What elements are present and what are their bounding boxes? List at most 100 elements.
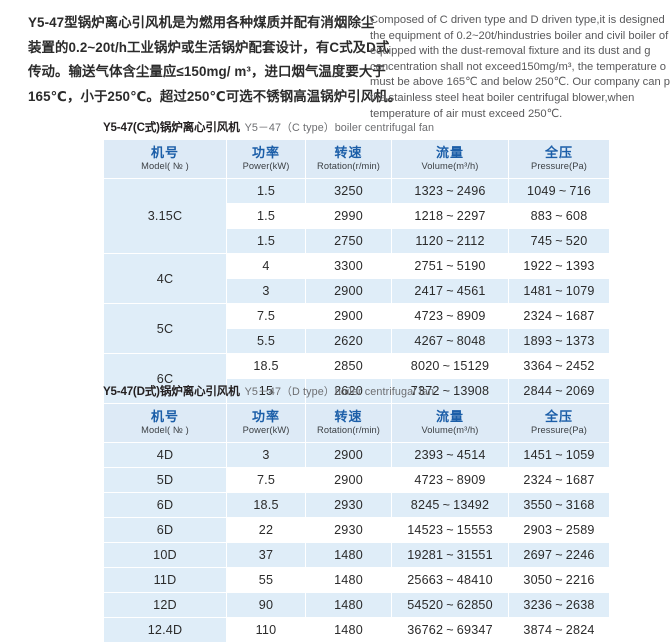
- cell-power: 110: [227, 618, 305, 642]
- cell-rotation: 2900: [306, 443, 391, 467]
- cell-power: 7.5: [227, 468, 305, 492]
- cell-pressure: 883 ~608: [509, 204, 609, 228]
- cell-pressure: 2324 ~1687: [509, 468, 609, 492]
- cell-rotation: 2930: [306, 518, 391, 542]
- cell-model: 5C: [104, 304, 226, 353]
- table-row: 3 2900 2417 ~4561 1481 ~1079: [104, 279, 609, 303]
- description-chinese-line: Y5-47型锅炉离心引风机是为燃用各种煤质并配有消烟除尘: [28, 15, 375, 30]
- column-header-2: 转速 Rotation(r/min): [306, 404, 391, 442]
- cell-volume: 4723 ~8909: [392, 468, 508, 492]
- cell-model: 10D: [104, 543, 226, 567]
- column-header-3: 流量 Volume(m³/h): [392, 140, 508, 178]
- column-header-english: Model( № ): [141, 161, 189, 171]
- spec-table-section-d: Y5-47(D式)锅炉离心引风机 Y5－47（D type）boiler cent…: [103, 384, 610, 643]
- table-row: 5C 7.5 2900 4723 ~8909 2324 ~1687: [104, 304, 609, 353]
- cell-rotation: 3250: [306, 179, 391, 203]
- table-caption-d: Y5-47(D式)锅炉离心引风机 Y5－47（D type）boiler cent…: [103, 384, 607, 400]
- column-header-chinese: 机号: [150, 409, 179, 424]
- column-header-chinese: 流量: [435, 145, 464, 160]
- column-header-0: 机号 Model( № ): [104, 404, 226, 442]
- column-header-chinese: 机号: [150, 145, 179, 160]
- table-row: 6C 18.5 2850 8020 ~15129 3364 ~2452: [104, 354, 609, 403]
- cell-pressure: 3364 ~2452: [509, 354, 609, 378]
- table-row: 6D 22 2930 14523 ~15553 2903 ~2589: [104, 518, 609, 542]
- cell-power: 3: [227, 443, 305, 467]
- table-caption-chinese: Y5-47(C式)锅炉离心引风机: [103, 121, 240, 134]
- column-header-english: Volume(m³/h): [421, 425, 479, 435]
- cell-rotation: 2900: [306, 468, 391, 492]
- column-header-2: 转速 Rotation(r/min): [306, 140, 391, 178]
- table-row: 11D 55 1480 25663 ~48410 3050 ~2216: [104, 568, 609, 592]
- cell-rotation: 2990: [306, 204, 391, 228]
- cell-volume: 1120 ~2112: [392, 229, 508, 253]
- table-row: 6D 18.5 2930 8245 ~13492 3550 ~3168: [104, 493, 609, 517]
- cell-volume: 25663 ~48410: [392, 568, 508, 592]
- cell-pressure: 2697 ~2246: [509, 543, 609, 567]
- cell-rotation: 2620: [306, 379, 391, 403]
- cell-rotation: 1480: [306, 618, 391, 642]
- description-english-line: the equipment of 0.2~20t/hindustries boi…: [370, 29, 670, 42]
- cell-rotation: 1480: [306, 543, 391, 567]
- cell-power: 37: [227, 543, 305, 567]
- table-row: 10D 37 1480 19281 ~31551 2697 ~2246: [104, 543, 609, 567]
- table-caption-english: Y5－47（D type）boiler centrifugal fan: [244, 386, 435, 398]
- product-description-block: Y5-47型锅炉离心引风机是为燃用各种煤质并配有消烟除尘 装置的0.2~20t/…: [0, 0, 670, 120]
- column-header-4: 全压 Pressure(Pa): [509, 404, 609, 442]
- cell-volume: 1218 ~2297: [392, 204, 508, 228]
- cell-pressure: 1451 ~1059: [509, 443, 609, 467]
- table-caption-chinese: Y5-47(D式)锅炉离心引风机: [103, 385, 240, 398]
- description-english-line: the stainless steel heat boiler centrifu…: [370, 91, 635, 104]
- column-header-0: 机号 Model( № ): [104, 140, 226, 178]
- cell-model: 12D: [104, 593, 226, 617]
- cell-power: 1.5: [227, 229, 305, 253]
- cell-model: 4C: [104, 254, 226, 303]
- cell-pressure: 1481 ~1079: [509, 279, 609, 303]
- column-header-english: Power(kW): [242, 425, 290, 435]
- cell-volume: 7372 ~13908: [392, 379, 508, 403]
- cell-pressure: 745 ~520: [509, 229, 609, 253]
- spec-table-section-c: Y5-47(C式)锅炉离心引风机 Y5－47（C type）boiler cent…: [103, 120, 609, 429]
- cell-rotation: 1480: [306, 593, 391, 617]
- column-header-chinese: 全压: [544, 409, 573, 424]
- table-row: 4D 3 2900 2393 ~4514 1451 ~1059: [104, 443, 609, 467]
- cell-pressure: 3550 ~3168: [509, 493, 609, 517]
- table-row: 5.5 2620 4267 ~8048 1893 ~1373: [104, 329, 609, 353]
- column-header-3: 流量 Volume(m³/h): [392, 404, 508, 442]
- spec-table-d-body: 机号 Model( № ) 功率 Power(kW) 转速 Rotation(r/min)…: [104, 404, 609, 642]
- cell-rotation: 2750: [306, 229, 391, 253]
- cell-power: 90: [227, 593, 305, 617]
- cell-volume: 19281 ~31551: [392, 543, 508, 567]
- table-header-row: 机号 Model( № ) 功率 Power(kW) 转速 Rotation(r/min)…: [104, 404, 609, 442]
- table-row: 3.15C 1.5 3250 1323 ~2496 1049 ~716: [104, 179, 609, 253]
- description-chinese-line: 165℃，小于250℃。超过250℃可选不锈钢高温锅炉引风机。: [28, 88, 402, 104]
- table-row: 12D 90 1480 54520 ~62850 3236 ~2638: [104, 593, 609, 617]
- column-header-english: Volume(m³/h): [421, 161, 479, 171]
- cell-volume: 2393 ~4514: [392, 443, 508, 467]
- cell-pressure: 2324 ~1687: [509, 304, 609, 328]
- cell-rotation: 2900: [306, 279, 391, 303]
- spec-table-d: 机号 Model( № ) 功率 Power(kW) 转速 Rotation(r/min)…: [103, 403, 610, 643]
- column-header-english: Pressure(Pa): [531, 161, 587, 171]
- cell-power: 7.5: [227, 304, 305, 328]
- description-english-line: must be above 165℃ and below 250℃. Our c…: [370, 76, 670, 89]
- column-header-chinese: 全压: [544, 145, 573, 160]
- cell-power: 3: [227, 279, 305, 303]
- table-row: 4C 4 3300 2751 ~5190 1922 ~1393: [104, 254, 609, 303]
- cell-power: 18.5: [227, 354, 305, 378]
- cell-model: 12.4D: [104, 618, 226, 642]
- cell-pressure: 1922 ~1393: [509, 254, 609, 278]
- description-chinese: Y5-47型锅炉离心引风机是为燃用各种煤质并配有消烟除尘 装置的0.2~20t/…: [28, 11, 402, 109]
- cell-model: 4D: [104, 443, 226, 467]
- description-english-line: concentration shall not exceed150mg/m³, …: [370, 60, 667, 73]
- table-caption-c: Y5-47(C式)锅炉离心引风机 Y5－47（C type）boiler cent…: [103, 120, 607, 136]
- cell-pressure: 3874 ~2824: [509, 618, 609, 642]
- cell-volume: 2417 ~4561: [392, 279, 508, 303]
- cell-model: 6D: [104, 493, 226, 517]
- cell-volume: 8245 ~13492: [392, 493, 508, 517]
- description-english-line: Composed of C driven type and D driven t…: [370, 14, 665, 26]
- cell-rotation: 1480: [306, 568, 391, 592]
- cell-pressure: 1049 ~716: [509, 179, 609, 203]
- cell-volume: 36762 ~69347: [392, 618, 508, 642]
- cell-pressure: 2903 ~2589: [509, 518, 609, 542]
- cell-rotation: 2620: [306, 329, 391, 353]
